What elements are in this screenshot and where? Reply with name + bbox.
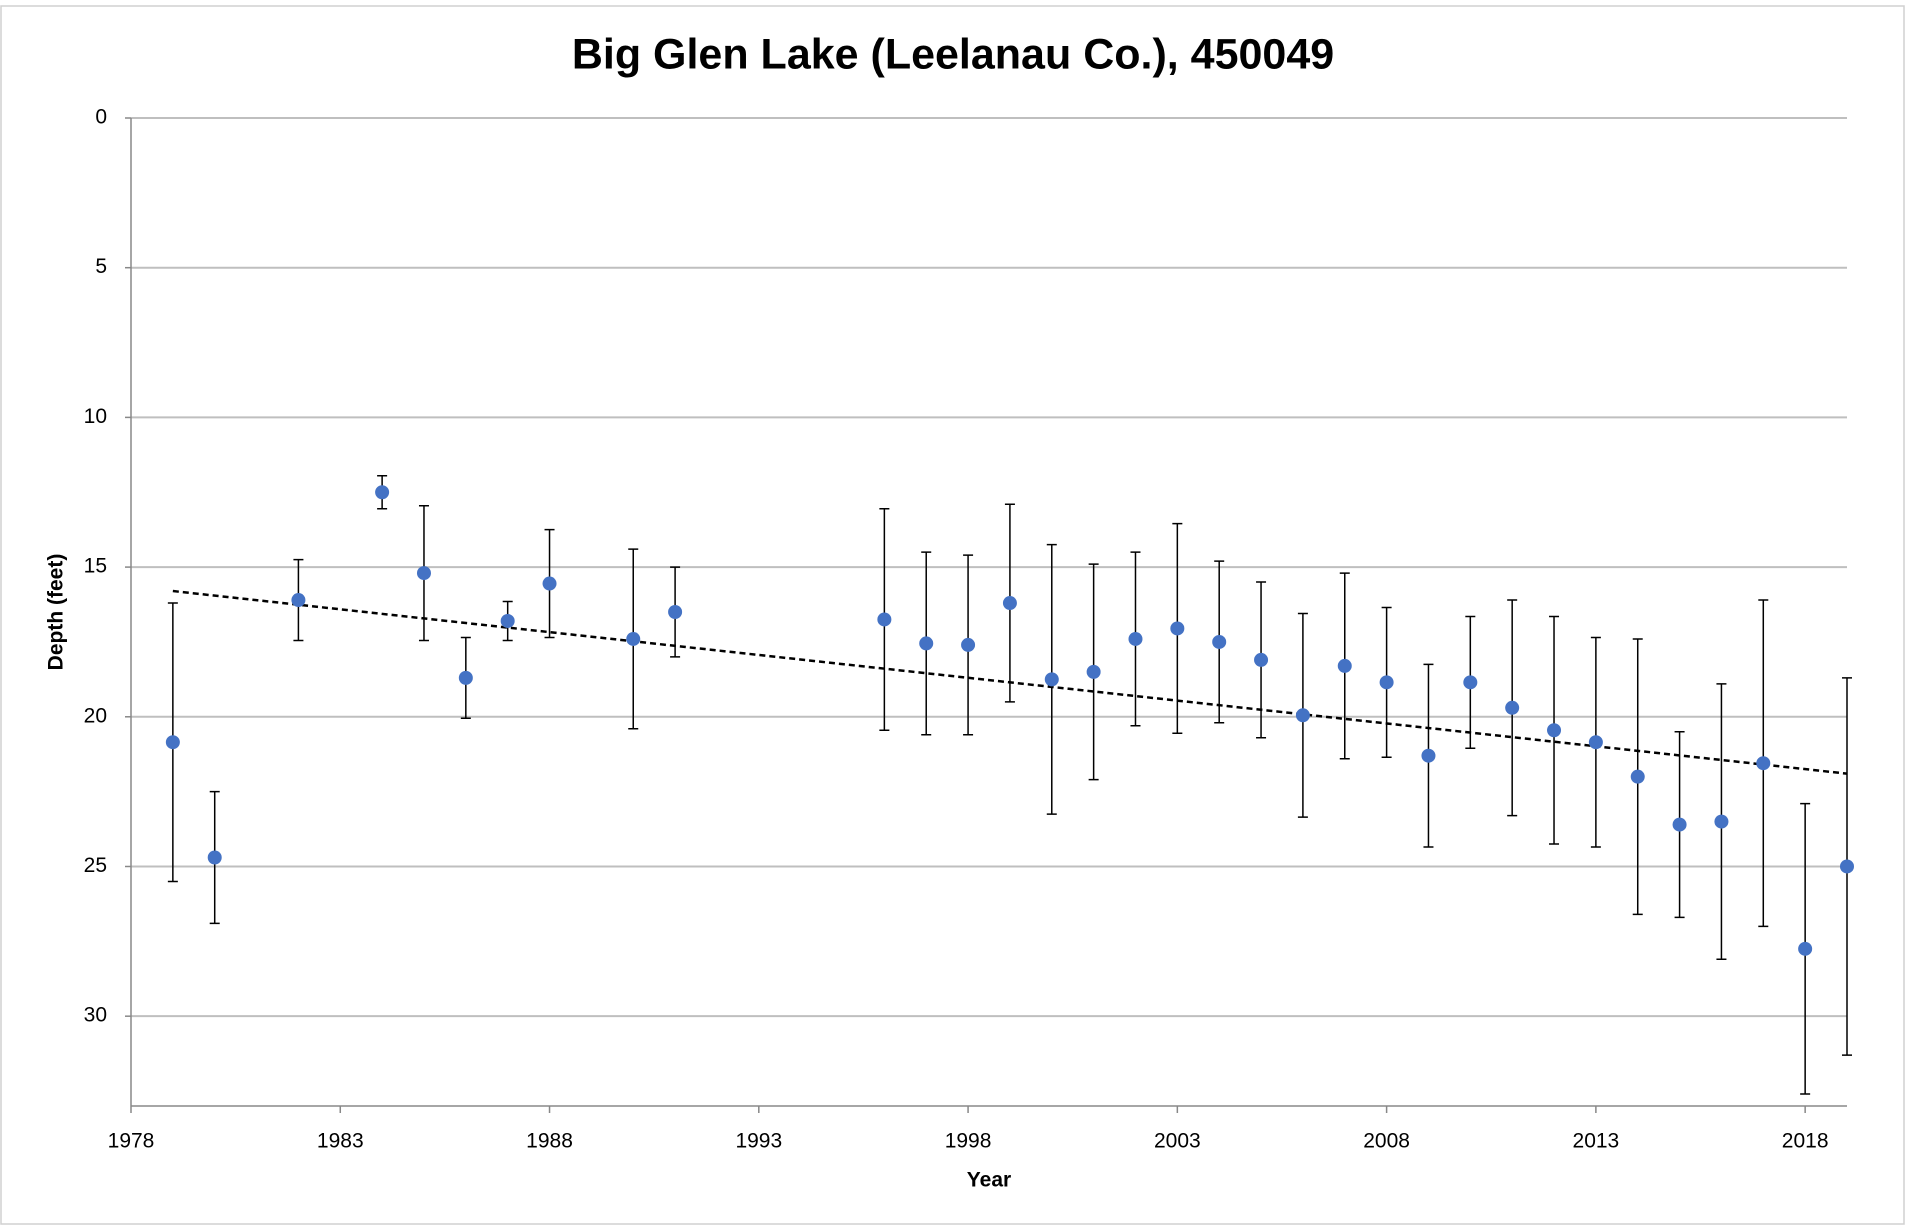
data-point (1547, 723, 1562, 738)
x-tick-label: 2013 (1573, 1130, 1620, 1153)
x-tick-label: 1988 (526, 1130, 573, 1153)
data-point (1505, 700, 1520, 715)
y-axis-label: Depth (feet) (45, 554, 68, 671)
data-point (1840, 859, 1854, 874)
data-point (1379, 675, 1394, 690)
y-tick-label: 25 (84, 854, 107, 877)
data-point (626, 631, 641, 646)
data-point (1086, 664, 1101, 679)
data-point (1044, 672, 1059, 687)
y-tick-label: 20 (84, 704, 107, 727)
data-point (375, 485, 390, 500)
y-tick-label: 5 (95, 255, 107, 278)
data-point (1672, 817, 1687, 832)
data-point (291, 593, 306, 608)
x-tick-label: 2018 (1782, 1130, 1829, 1153)
y-tick-label: 15 (84, 555, 107, 578)
data-point (1170, 621, 1185, 636)
y-tick-label: 30 (84, 1004, 107, 1027)
x-tick-label: 1983 (317, 1130, 364, 1153)
data-point (500, 613, 515, 628)
data-point (1337, 658, 1352, 673)
data-point (1254, 652, 1269, 667)
data-point (1630, 769, 1645, 784)
data-point (1128, 631, 1143, 646)
x-axis-label: Year (967, 1169, 1011, 1192)
data-point (1588, 735, 1603, 750)
data-point (1463, 675, 1478, 690)
x-tick-label: 2008 (1363, 1130, 1410, 1153)
data-point (1798, 941, 1813, 956)
x-tick-label: 1978 (108, 1130, 155, 1153)
data-point (165, 735, 180, 750)
data-point (877, 612, 892, 627)
trend-line (172, 589, 1848, 775)
data-point (1002, 596, 1017, 611)
data-point (961, 637, 976, 652)
data-point (1295, 708, 1310, 723)
x-tick-label: 2003 (1154, 1130, 1201, 1153)
data-point (1421, 748, 1436, 763)
y-tick-label: 0 (95, 106, 107, 129)
data-point (1756, 756, 1771, 771)
data-point (458, 670, 473, 685)
x-tick-label: 1993 (735, 1130, 782, 1153)
data-point (542, 576, 557, 591)
x-tick-label: 1998 (945, 1130, 992, 1153)
data-point (668, 605, 683, 619)
data-point (416, 566, 431, 581)
y-tick-label: 10 (84, 405, 107, 428)
data-point (1714, 814, 1729, 829)
chart-title: Big Glen Lake (Leelanau Co.), 450049 (572, 30, 1334, 78)
data-point (1212, 634, 1227, 649)
data-point (207, 850, 222, 865)
data-point (919, 636, 934, 651)
chart-border (0, 5, 1905, 1225)
